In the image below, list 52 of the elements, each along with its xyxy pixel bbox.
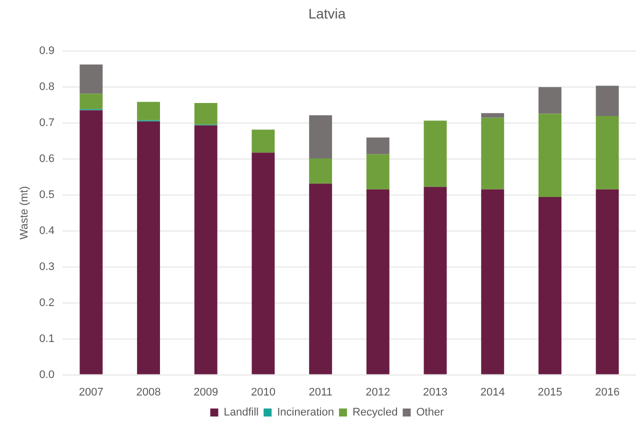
- y-tick-label: 0.4: [39, 224, 54, 237]
- bar: [481, 113, 504, 118]
- legend-label: Recycled: [352, 406, 398, 419]
- bar: [194, 103, 218, 125]
- y-tick-label: 0.8: [39, 80, 54, 93]
- bar: [194, 125, 218, 374]
- bar: [80, 110, 103, 374]
- x-tick-label: 2016: [595, 386, 620, 398]
- legend-label: Incineration: [277, 406, 334, 419]
- x-tick-label: 2009: [194, 386, 218, 398]
- y-tick-label: 0.5: [39, 188, 54, 201]
- y-tick-label: 0.9: [39, 44, 54, 57]
- bar: [596, 189, 619, 374]
- chart-title: Latvia: [308, 5, 346, 22]
- y-tick-label: 0.1: [39, 332, 54, 345]
- bar: [137, 102, 160, 120]
- x-tick-label: 2011: [308, 386, 332, 398]
- bar: [309, 158, 332, 184]
- y-tick-label: 0.0: [39, 368, 54, 381]
- bar: [366, 154, 390, 190]
- bar: [481, 118, 504, 190]
- x-tick-label: 2007: [78, 386, 104, 398]
- bar: [596, 86, 619, 116]
- bar: [538, 114, 562, 197]
- bar: [366, 138, 390, 154]
- x-tick-label: 2008: [136, 386, 161, 398]
- bar: [252, 152, 275, 374]
- bar: [252, 130, 275, 153]
- x-tick-label: 2010: [250, 386, 276, 398]
- bar: [424, 186, 447, 374]
- x-tick-label: 2012: [366, 386, 390, 398]
- bar: [481, 189, 504, 374]
- bar: [80, 94, 103, 110]
- bar: [137, 121, 160, 374]
- x-tick-label: 2014: [480, 386, 505, 398]
- x-tick-label: 2015: [538, 386, 562, 398]
- legend-label: Other: [416, 406, 444, 419]
- bar: [80, 64, 103, 94]
- y-axis-title: Waste (mt): [18, 186, 31, 240]
- bar: [309, 115, 332, 158]
- legend-label: Landfill: [224, 406, 259, 419]
- bar: [538, 196, 562, 374]
- bar: [596, 116, 619, 190]
- bar: [366, 189, 390, 374]
- bar: [309, 184, 332, 374]
- y-tick-label: 0.6: [39, 152, 54, 165]
- y-tick-label: 0.3: [39, 260, 54, 273]
- bar: [424, 120, 447, 187]
- y-tick-label: 0.2: [39, 296, 54, 309]
- x-tick-label: 2013: [423, 386, 448, 398]
- bar: [538, 87, 562, 114]
- y-tick-label: 0.7: [39, 116, 54, 129]
